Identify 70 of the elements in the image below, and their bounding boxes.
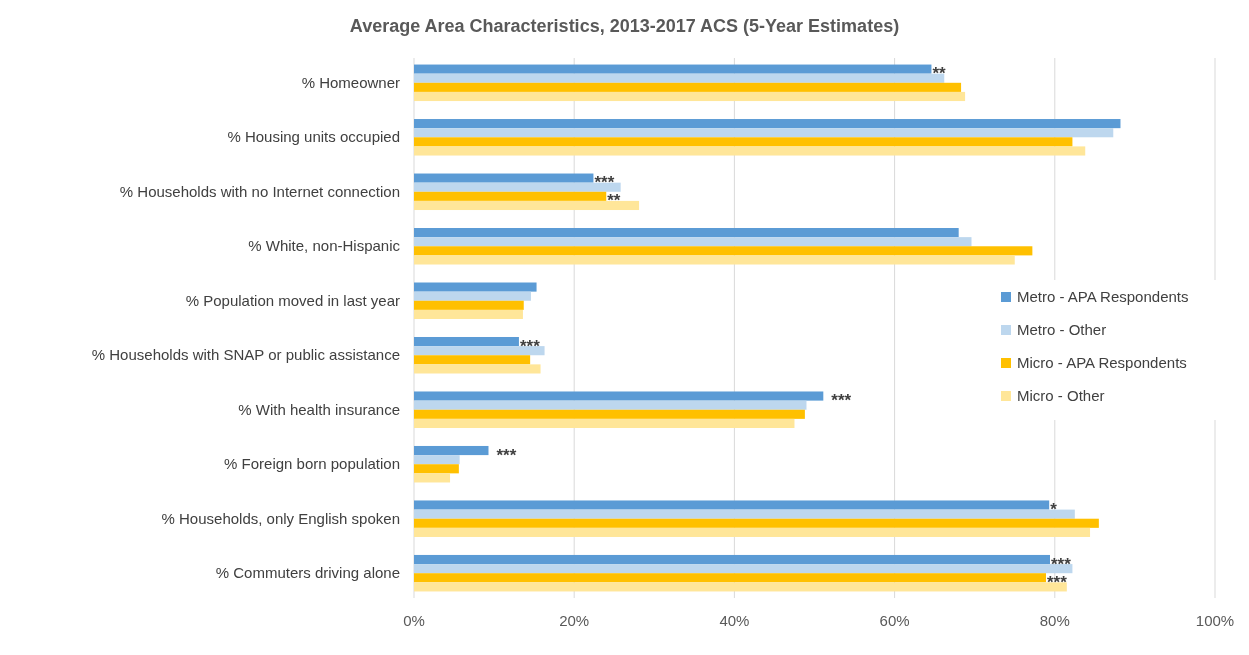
bar <box>414 473 451 483</box>
x-tick-label: 80% <box>1039 612 1070 629</box>
x-tick-label: 0% <box>403 612 425 629</box>
bar <box>414 282 537 292</box>
y-tick-label: % White, non-Hispanic <box>248 237 401 255</box>
bar <box>414 355 531 365</box>
bar <box>414 455 460 465</box>
bar <box>414 445 489 456</box>
annotation: *** <box>831 391 852 411</box>
y-tick-label: % Households with no Internet connection <box>119 182 400 200</box>
annotation: *** <box>594 173 615 193</box>
y-tick-label: % Homeowner <box>301 73 400 91</box>
bar <box>414 400 807 410</box>
bar <box>414 300 524 310</box>
x-tick-label: 100% <box>1195 612 1235 629</box>
bar <box>414 291 531 301</box>
bar <box>414 364 541 374</box>
legend-label: Micro - Other <box>1017 387 1105 404</box>
bar <box>414 200 640 211</box>
bar <box>414 309 523 320</box>
bar <box>414 137 1073 147</box>
annotation: *** <box>496 445 517 465</box>
y-tick-label: % Population moved in last year <box>185 291 400 309</box>
bar <box>414 64 932 74</box>
legend-label: Metro - Other <box>1017 321 1107 338</box>
annotation: *** <box>1046 572 1068 592</box>
bar <box>414 409 805 419</box>
bar <box>414 128 1114 138</box>
x-tick-label: 20% <box>559 612 590 629</box>
bar <box>414 246 1033 256</box>
bar <box>414 191 607 201</box>
bar <box>414 146 1086 156</box>
bar <box>414 346 545 356</box>
y-tick-label: % Foreign born population <box>224 455 400 473</box>
bar <box>414 509 1075 519</box>
y-tick-label: % Housing units occupied <box>227 128 400 146</box>
legend-label: Micro - APA Respondents <box>1017 354 1187 371</box>
bar <box>414 391 824 401</box>
annotation: * <box>1050 500 1058 520</box>
bar <box>414 228 959 238</box>
annotation: *** <box>1050 554 1072 574</box>
annotation: ** <box>932 64 947 84</box>
bar <box>414 91 966 102</box>
bar <box>414 237 972 247</box>
bar <box>414 418 795 428</box>
bar <box>414 573 1046 583</box>
bar <box>414 564 1073 574</box>
bar <box>414 527 1091 537</box>
bar <box>414 173 594 183</box>
bar <box>414 336 519 347</box>
y-tick-label: % Households, only English spoken <box>161 509 400 527</box>
annotation: ** <box>607 191 621 211</box>
bar <box>414 500 1050 510</box>
y-tick-label: % With health insurance <box>238 400 400 418</box>
bar <box>414 82 962 92</box>
y-tick-label: % Commuters driving alone <box>215 564 400 582</box>
x-tick-label: 60% <box>879 612 910 629</box>
bar <box>414 518 1099 528</box>
bar <box>414 119 1121 129</box>
bar <box>414 554 1050 565</box>
bar <box>414 255 1015 265</box>
y-tick-label: % Households with SNAP or public assistance <box>91 346 400 364</box>
bar <box>414 464 459 474</box>
bar <box>414 73 945 83</box>
x-tick-label: 40% <box>719 612 750 629</box>
legend-label: Metro - APA Respondents <box>1017 288 1189 305</box>
annotation: *** <box>519 336 541 356</box>
bar <box>414 582 1067 592</box>
bar <box>414 182 621 192</box>
chart-title: Average Area Characteristics, 2013-2017 ACS (5-Year Estimates) <box>349 16 900 36</box>
